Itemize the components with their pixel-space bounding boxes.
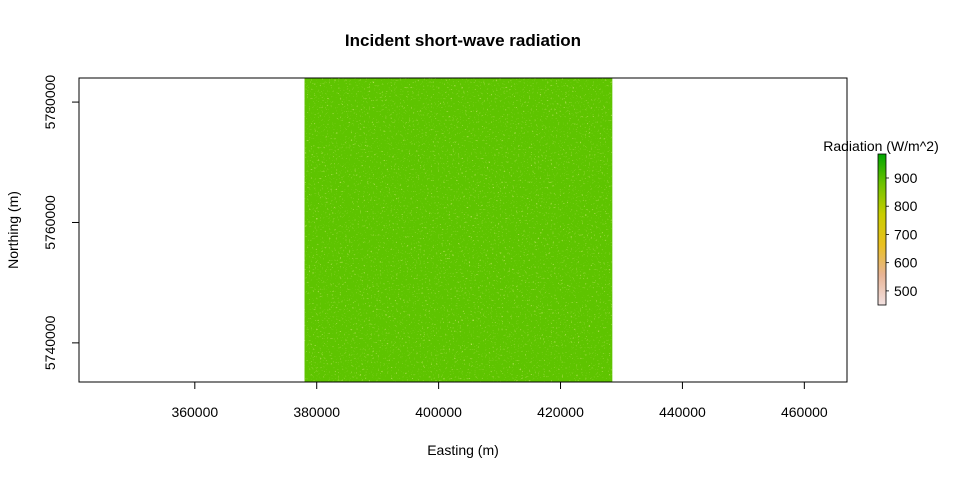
x-tick-label: 380000: [293, 404, 340, 420]
legend-tick-label: 600: [894, 255, 918, 271]
legend-title: Radiation (W/m^2): [823, 138, 939, 154]
raster-terrain-texture: [304, 78, 613, 382]
y-axis-label: Northing (m): [5, 191, 21, 269]
y-axis: 5740000 5760000 5780000: [42, 75, 80, 370]
x-tick-label: 460000: [781, 404, 828, 420]
legend-tick-label: 700: [894, 226, 918, 242]
y-tick-label: 5740000: [42, 315, 58, 370]
x-tick-label: 420000: [537, 404, 584, 420]
y-tick-label: 5760000: [42, 195, 58, 250]
chart-title: Incident short-wave radiation: [345, 31, 581, 50]
y-tick-label: 5780000: [42, 75, 58, 130]
x-axis-label: Easting (m): [427, 442, 499, 458]
legend-tick-label: 800: [894, 198, 918, 214]
x-tick-label: 440000: [659, 404, 706, 420]
legend: Radiation (W/m^2) 500 600 700 800 900: [823, 138, 939, 306]
x-tick-label: 400000: [415, 404, 462, 420]
radiation-raster: [304, 78, 613, 382]
legend-tick-label: 900: [894, 170, 918, 186]
legend-ticks: 500 600 700 800 900: [886, 170, 918, 299]
x-axis: 360000 380000 400000 420000 440000 460000: [171, 381, 828, 420]
legend-tick-label: 500: [894, 283, 918, 299]
x-tick-label: 360000: [171, 404, 218, 420]
legend-colorbar: [877, 153, 887, 306]
